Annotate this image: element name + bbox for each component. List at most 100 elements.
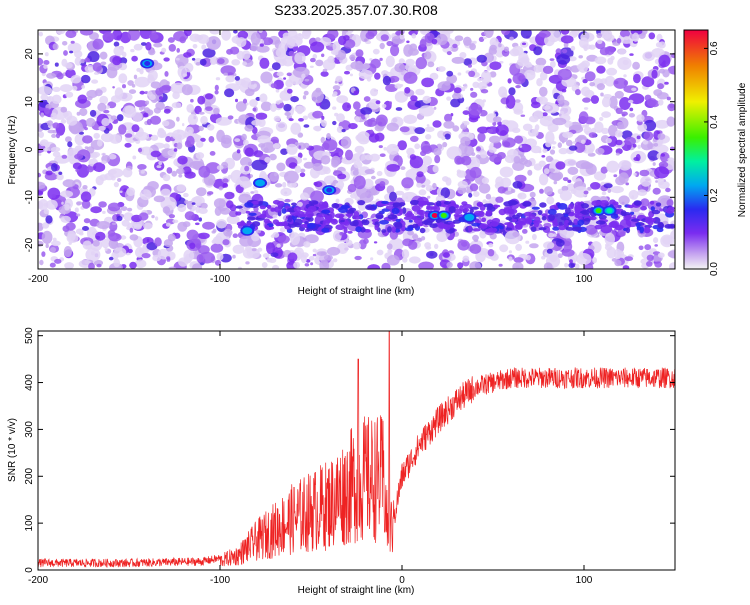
heatmap-cell: [436, 33, 448, 46]
heatmap-cell: [277, 235, 290, 244]
heatmap-cell: [608, 95, 618, 109]
heatmap-cell: [557, 253, 563, 259]
heatmap-cell: [395, 107, 403, 111]
heatmap-band-cell: [236, 221, 247, 227]
heatmap-cell: [186, 135, 195, 148]
heatmap-cell: [390, 44, 400, 57]
heatmap-band-cell: [496, 225, 503, 229]
heatmap-band-cell: [564, 219, 570, 227]
heatmap-cell: [367, 264, 381, 269]
heatmap-cell: [527, 129, 537, 137]
heatmap-cell: [101, 118, 110, 127]
heatmap-cell: [286, 72, 292, 77]
heatmap-band-cell: [577, 215, 583, 221]
heatmap-cell: [60, 190, 74, 198]
heatmap-cell: [66, 115, 78, 126]
heatmap-cell: [198, 125, 204, 132]
heatmap-band-cell: [419, 227, 426, 234]
heatmap-cell: [101, 160, 107, 165]
heatmap-cell: [542, 112, 548, 117]
heatmap-cell: [477, 132, 486, 143]
heatmap-cell: [65, 30, 77, 39]
heatmap-cell: [398, 58, 405, 65]
heatmap-cell: [632, 143, 637, 148]
heatmap-cell: [89, 109, 97, 117]
heatmap-cell: [38, 181, 46, 190]
heatmap-band-cell: [537, 210, 543, 216]
heatmap-cell: [212, 236, 223, 245]
heatmap-cell: [489, 61, 502, 70]
heatmap-band-cell: [525, 218, 533, 225]
heatmap-cell: [251, 119, 262, 126]
heatmap-cell: [544, 102, 560, 114]
heatmap-cell: [44, 52, 49, 57]
heatmap-cell: [183, 192, 189, 198]
heatmap-cell: [47, 187, 61, 200]
heatmap-cell: [442, 141, 448, 148]
heatmap-cell: [251, 248, 257, 252]
heatmap-cell: [629, 107, 634, 112]
heatmap-cell: [437, 66, 446, 72]
heatmap-band-cell: [469, 208, 474, 214]
heatmap-cell: [367, 30, 378, 37]
heatmap-band-cell: [266, 204, 272, 210]
heatmap-cell: [560, 111, 565, 115]
heatmap-cell: [198, 217, 202, 222]
x-tick-label: 100: [576, 575, 593, 586]
heatmap-cell: [311, 89, 324, 104]
heatmap-cell: [386, 254, 400, 266]
heatmap-cell: [375, 114, 388, 127]
heatmap-cell: [299, 172, 306, 178]
heatmap-cell: [65, 136, 72, 143]
heatmap-cell: [349, 54, 356, 61]
heatmap-cell: [555, 161, 566, 170]
heatmap-cell: [344, 70, 350, 75]
heatmap-cell: [404, 87, 411, 94]
heatmap-cell: [457, 186, 467, 195]
heatmap-cell: [216, 165, 224, 171]
heatmap-cell: [576, 63, 586, 70]
heatmap-cell: [582, 79, 588, 84]
heatmap-cell: [477, 81, 488, 90]
heatmap-cell: [539, 188, 544, 194]
heatmap-cell: [561, 249, 575, 257]
heatmap-cell: [367, 118, 373, 127]
heatmap-cell: [410, 95, 418, 102]
heatmap-cell: [270, 103, 277, 112]
heatmap-band-cell: [276, 200, 285, 207]
x-tick-label: -200: [28, 274, 48, 285]
heatmap-cell: [224, 191, 235, 200]
heatmap-cell: [628, 189, 639, 200]
heatmap-cell: [104, 247, 108, 252]
heatmap-cell: [253, 83, 257, 88]
heatmap-cell: [283, 170, 299, 184]
heatmap-cell: [284, 112, 292, 116]
heatmap-cell: [662, 236, 673, 245]
heatmap-cell: [303, 90, 309, 96]
heatmap-cell: [94, 89, 103, 97]
snr-series-line: [38, 331, 675, 568]
heatmap-cell: [134, 259, 147, 269]
heatmap-cell: [95, 235, 101, 240]
heatmap-cell: [601, 96, 611, 108]
heatmap-cell: [201, 44, 207, 50]
heatmap-cell: [131, 55, 138, 62]
heatmap-cell: [632, 32, 640, 42]
heatmap-cell: [290, 122, 302, 135]
heatmap-cell: [303, 142, 310, 149]
heatmap-band-cell: [329, 211, 335, 219]
heatmap-cell: [431, 38, 438, 45]
heatmap-cell: [418, 261, 434, 269]
heatmap-cell: [662, 69, 670, 78]
heatmap-cell: [628, 99, 634, 104]
heatmap-cell: [52, 129, 57, 134]
heatmap-cell: [206, 124, 215, 131]
heatmap-cell: [402, 238, 413, 247]
heatmap-cell: [373, 241, 378, 244]
heatmap-cell: [469, 244, 482, 254]
colorbar-tick-label: 0.6: [709, 41, 720, 55]
heatmap-cell: [446, 261, 453, 268]
heatmap-cell: [93, 132, 100, 139]
heatmap-cell: [520, 114, 526, 117]
heatmap-band-cell: [665, 207, 675, 214]
